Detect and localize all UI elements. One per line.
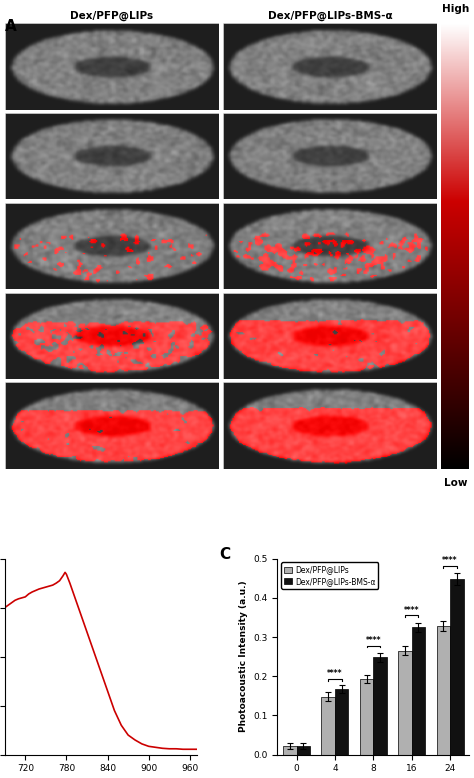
Bar bbox=[412, 627, 425, 755]
Text: High: High bbox=[442, 5, 469, 15]
Text: C: C bbox=[220, 547, 231, 562]
Text: ****: **** bbox=[327, 669, 343, 678]
Text: ****: **** bbox=[365, 636, 381, 645]
Title: Dex/PFP@LIPs-BMS-α: Dex/PFP@LIPs-BMS-α bbox=[268, 11, 392, 22]
Y-axis label: Photoacoustic Intensity (a.u.): Photoacoustic Intensity (a.u.) bbox=[238, 581, 247, 732]
Bar bbox=[374, 657, 387, 755]
Bar bbox=[360, 679, 374, 755]
Legend: Dex/PFP@LIPs, Dex/PFP@LIPs-BMS-α: Dex/PFP@LIPs, Dex/PFP@LIPs-BMS-α bbox=[281, 562, 378, 589]
Text: ****: **** bbox=[404, 606, 419, 615]
Bar bbox=[335, 689, 348, 755]
Title: Dex/PFP@LIPs: Dex/PFP@LIPs bbox=[70, 11, 153, 22]
Bar bbox=[283, 746, 297, 755]
Bar bbox=[450, 579, 464, 755]
Bar bbox=[321, 696, 335, 755]
Text: Low: Low bbox=[444, 478, 467, 488]
Text: ****: **** bbox=[442, 556, 458, 566]
Bar bbox=[398, 650, 412, 755]
Bar bbox=[297, 746, 310, 755]
Bar bbox=[437, 626, 450, 755]
Text: A: A bbox=[5, 19, 17, 34]
